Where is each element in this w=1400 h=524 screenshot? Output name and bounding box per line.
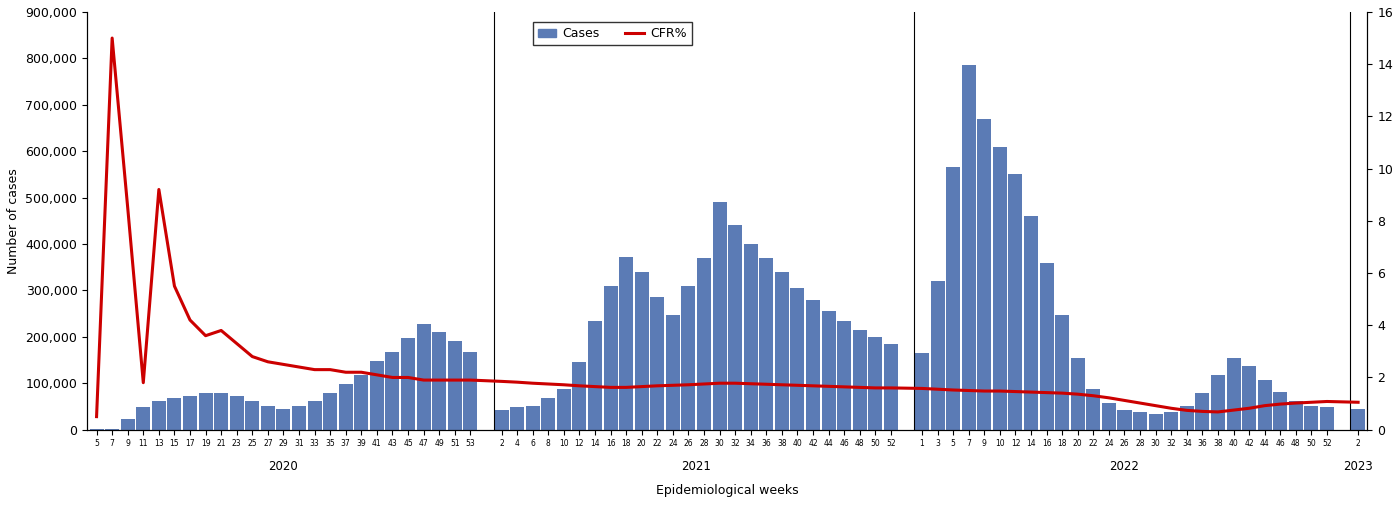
Bar: [806, 300, 820, 430]
Bar: [1117, 410, 1131, 430]
Bar: [1040, 263, 1054, 430]
Bar: [199, 394, 213, 430]
Bar: [1008, 174, 1022, 430]
Bar: [433, 332, 447, 430]
Bar: [791, 288, 805, 430]
Legend: Cases, CFR%: Cases, CFR%: [532, 23, 692, 46]
Bar: [1351, 409, 1365, 430]
Bar: [883, 344, 897, 430]
Bar: [946, 168, 960, 430]
Bar: [105, 429, 119, 430]
Bar: [385, 352, 399, 430]
Bar: [1211, 375, 1225, 430]
Bar: [463, 352, 477, 430]
Bar: [573, 363, 587, 430]
Bar: [557, 389, 571, 430]
Bar: [962, 66, 976, 430]
Bar: [931, 281, 945, 430]
Bar: [650, 298, 664, 430]
Bar: [1273, 391, 1287, 430]
Bar: [245, 401, 259, 430]
Bar: [1056, 314, 1070, 430]
Bar: [1165, 412, 1179, 430]
Bar: [868, 337, 882, 430]
Text: Epidemiological weeks: Epidemiological weeks: [657, 484, 798, 497]
Bar: [1226, 358, 1240, 430]
Bar: [1196, 394, 1210, 430]
Y-axis label: Number of cases: Number of cases: [7, 168, 20, 274]
Bar: [339, 384, 353, 430]
Bar: [183, 396, 197, 430]
Bar: [916, 353, 930, 430]
Bar: [774, 272, 788, 430]
Bar: [853, 330, 867, 430]
Bar: [323, 394, 337, 430]
Bar: [400, 338, 414, 430]
Bar: [151, 401, 165, 430]
Bar: [448, 341, 462, 430]
Bar: [1133, 412, 1147, 430]
Bar: [1148, 414, 1162, 430]
Bar: [370, 361, 384, 430]
Bar: [354, 375, 368, 430]
Bar: [728, 225, 742, 430]
Bar: [510, 407, 524, 430]
Text: 2020: 2020: [269, 460, 298, 473]
Bar: [214, 392, 228, 430]
Bar: [308, 401, 322, 430]
Bar: [120, 420, 134, 430]
Bar: [293, 406, 307, 430]
Bar: [603, 286, 617, 430]
Bar: [993, 147, 1007, 430]
Bar: [619, 257, 633, 430]
Bar: [1023, 216, 1037, 430]
Bar: [1320, 407, 1334, 430]
Bar: [588, 321, 602, 430]
Bar: [1102, 403, 1116, 430]
Bar: [260, 406, 274, 430]
Bar: [697, 258, 711, 430]
Bar: [1071, 358, 1085, 430]
Bar: [230, 396, 244, 430]
Bar: [743, 244, 757, 430]
Bar: [1289, 401, 1303, 430]
Bar: [542, 398, 556, 430]
Bar: [276, 409, 290, 430]
Bar: [1242, 366, 1256, 430]
Bar: [822, 311, 836, 430]
Text: 2021: 2021: [682, 460, 711, 473]
Bar: [168, 398, 182, 430]
Bar: [682, 286, 696, 430]
Bar: [713, 202, 727, 430]
Bar: [417, 324, 431, 430]
Text: 2022: 2022: [1110, 460, 1140, 473]
Bar: [1086, 389, 1100, 430]
Bar: [525, 406, 539, 430]
Bar: [759, 258, 773, 430]
Bar: [1257, 379, 1271, 430]
Bar: [634, 272, 648, 430]
Bar: [1305, 406, 1319, 430]
Bar: [666, 314, 680, 430]
Text: 2023: 2023: [1343, 460, 1373, 473]
Bar: [977, 119, 991, 430]
Bar: [136, 407, 150, 430]
Bar: [494, 410, 508, 430]
Bar: [1180, 406, 1194, 430]
Bar: [837, 321, 851, 430]
